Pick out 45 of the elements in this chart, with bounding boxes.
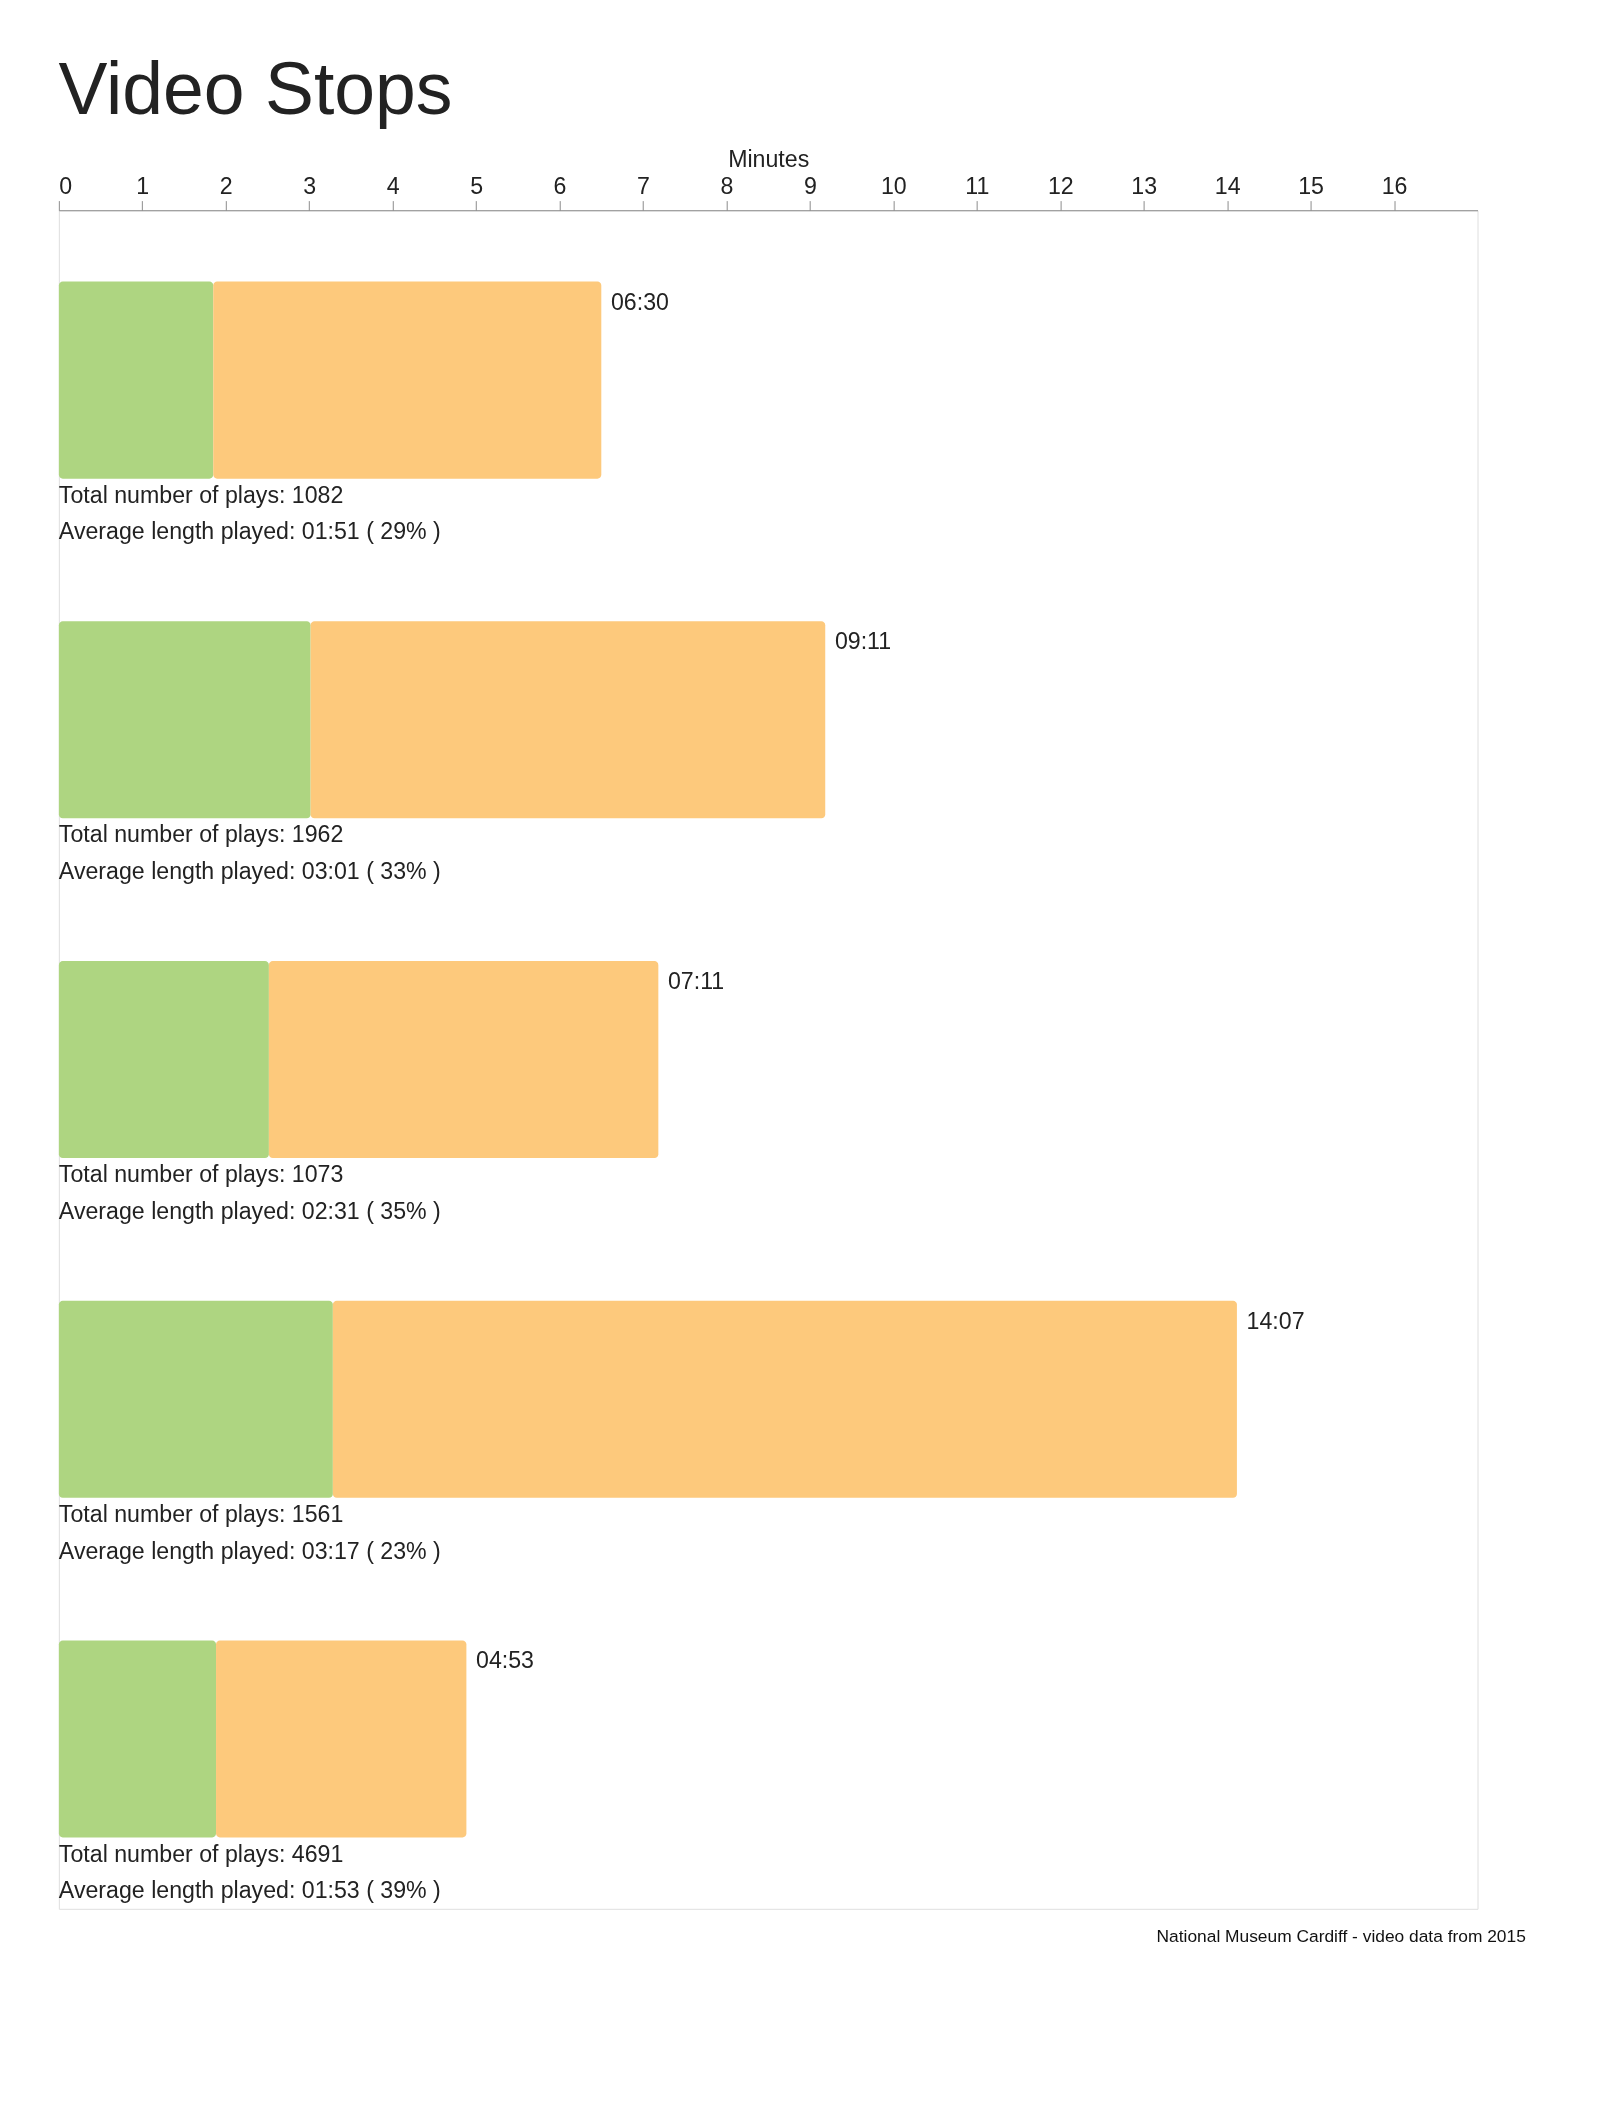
x-tick-label: 14 xyxy=(1214,173,1241,200)
annotation: Average length played: 01:53 ( 39% ) xyxy=(58,1877,441,1904)
bar xyxy=(332,1300,1237,1498)
x-tick-label: 6 xyxy=(553,173,567,200)
bar xyxy=(216,1640,467,1838)
x-tick-label: 10 xyxy=(880,173,907,200)
x-tick-label: 4 xyxy=(386,173,400,200)
bar xyxy=(310,621,826,819)
x-tick-label: 8 xyxy=(720,173,734,200)
total-label: 07:11 xyxy=(667,968,725,995)
x-axis-title: Minutes xyxy=(728,146,810,173)
x-tick-label: 12 xyxy=(1047,173,1074,200)
x-tick-label: 2 xyxy=(219,173,233,200)
x-tick-label: 1 xyxy=(136,173,150,200)
annotation: Average length played: 03:17 ( 23% ) xyxy=(58,1537,441,1564)
bar xyxy=(268,961,659,1159)
x-tick-label: 13 xyxy=(1131,173,1158,200)
x-tick-label: 0 xyxy=(59,173,73,200)
annotation: Average length played: 03:01 ( 33% ) xyxy=(58,858,441,885)
x-tick-label: 15 xyxy=(1298,173,1324,200)
annotation: Total number of plays: 1962 xyxy=(58,821,344,848)
annotation: Average length played: 02:31 ( 35% ) xyxy=(58,1197,441,1224)
bar xyxy=(58,621,311,819)
x-tick-label: 3 xyxy=(303,173,317,200)
total-label: 04:53 xyxy=(476,1647,534,1674)
annotation: Total number of plays: 4691 xyxy=(58,1840,344,1867)
x-tick-label: 5 xyxy=(470,173,484,200)
annotation: Total number of plays: 1073 xyxy=(58,1161,344,1188)
bar xyxy=(58,1640,217,1838)
x-tick-label: 11 xyxy=(965,173,990,200)
x-tick-label: 16 xyxy=(1381,173,1408,200)
bar xyxy=(213,281,602,479)
bar xyxy=(58,281,214,479)
x-tick-label: 7 xyxy=(637,173,650,200)
x-tick-label: 9 xyxy=(803,173,817,200)
annotation: Average length played: 01:51 ( 29% ) xyxy=(58,518,441,545)
annotation: Total number of plays: 1082 xyxy=(58,481,344,508)
bar xyxy=(58,961,269,1159)
chart-title: Video Stops xyxy=(58,47,453,130)
total-label: 09:11 xyxy=(834,628,892,655)
bar xyxy=(58,1300,333,1498)
total-label: 06:30 xyxy=(610,288,669,315)
annotation: Total number of plays: 1561 xyxy=(58,1500,344,1527)
text: National Museum Cardiff - video data from 2015 xyxy=(1156,1925,1526,1946)
total-label: 14:07 xyxy=(1246,1307,1305,1334)
